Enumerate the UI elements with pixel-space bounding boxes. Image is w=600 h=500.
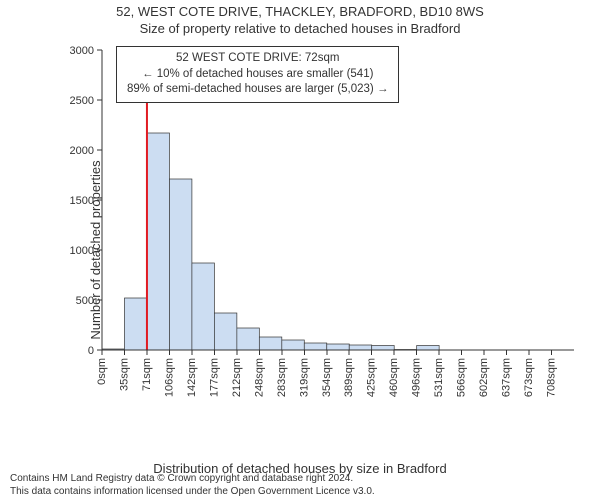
x-tick-label: 531sqm bbox=[433, 358, 445, 397]
footer-line-2: This data contains information licensed … bbox=[10, 486, 375, 499]
y-tick-label: 2500 bbox=[70, 95, 94, 107]
histogram-bar bbox=[327, 344, 349, 350]
page-subtitle: Size of property relative to detached ho… bbox=[0, 21, 600, 36]
x-tick-label: 248sqm bbox=[253, 358, 265, 397]
footer-attribution: Contains HM Land Registry data © Crown c… bbox=[10, 473, 375, 498]
x-tick-label: 354sqm bbox=[321, 358, 333, 397]
histogram-bar bbox=[282, 340, 304, 350]
y-tick-label: 1000 bbox=[70, 245, 94, 257]
histogram-bar bbox=[417, 346, 439, 351]
histogram-bar bbox=[169, 179, 191, 350]
y-tick-label: 3000 bbox=[70, 45, 94, 57]
x-tick-label: 35sqm bbox=[118, 358, 130, 391]
x-tick-label: 212sqm bbox=[231, 358, 243, 397]
x-tick-label: 319sqm bbox=[298, 358, 310, 397]
info-line-1: 52 WEST COTE DRIVE: 72sqm bbox=[127, 51, 388, 67]
info-line-3: 89% of semi-detached houses are larger (… bbox=[127, 82, 388, 98]
histogram-bar bbox=[349, 345, 371, 350]
x-tick-label: 460sqm bbox=[388, 358, 400, 397]
footer-line-1: Contains HM Land Registry data © Crown c… bbox=[10, 473, 375, 486]
x-tick-label: 602sqm bbox=[478, 358, 490, 397]
x-tick-label: 425sqm bbox=[366, 358, 378, 397]
x-tick-label: 637sqm bbox=[501, 358, 513, 397]
x-tick-label: 566sqm bbox=[456, 358, 468, 397]
x-tick-label: 389sqm bbox=[343, 358, 355, 397]
x-tick-label: 106sqm bbox=[163, 358, 175, 397]
histogram-bar bbox=[304, 343, 326, 350]
histogram-bar bbox=[259, 337, 281, 350]
info-line-2: ← 10% of detached houses are smaller (54… bbox=[127, 67, 388, 83]
x-tick-label: 0sqm bbox=[96, 358, 108, 385]
y-tick-label: 1500 bbox=[70, 195, 94, 207]
x-tick-label: 177sqm bbox=[208, 358, 220, 397]
y-tick-label: 0 bbox=[88, 345, 94, 357]
x-tick-label: 71sqm bbox=[141, 358, 153, 391]
x-tick-label: 673sqm bbox=[523, 358, 535, 397]
info-callout: 52 WEST COTE DRIVE: 72sqm ← 10% of detac… bbox=[116, 46, 399, 103]
x-tick-label: 496sqm bbox=[411, 358, 423, 397]
histogram-bar bbox=[237, 328, 259, 350]
x-tick-label: 142sqm bbox=[186, 358, 198, 397]
y-tick-label: 2000 bbox=[70, 145, 94, 157]
histogram-bar bbox=[147, 133, 169, 350]
y-tick-label: 500 bbox=[76, 295, 94, 307]
x-tick-label: 283sqm bbox=[276, 358, 288, 397]
histogram-bar bbox=[124, 298, 146, 350]
x-tick-label: 708sqm bbox=[546, 358, 558, 397]
histogram-bar bbox=[372, 346, 394, 351]
histogram-bar bbox=[214, 313, 236, 350]
page-title: 52, WEST COTE DRIVE, THACKLEY, BRADFORD,… bbox=[0, 4, 600, 19]
histogram-bar bbox=[192, 263, 214, 350]
